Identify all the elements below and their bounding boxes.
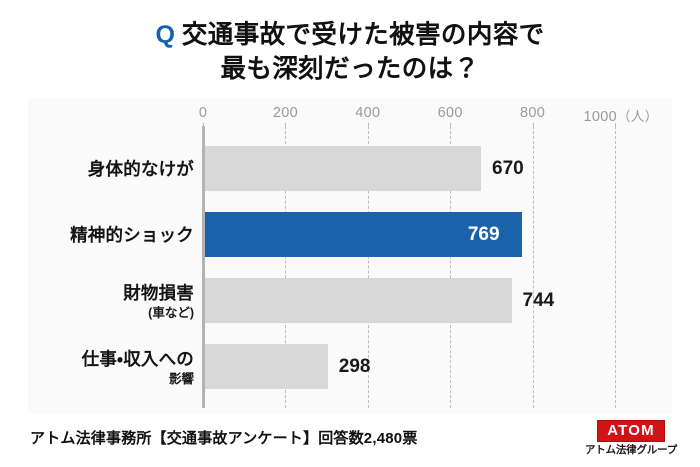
y-axis-line [202, 126, 205, 408]
x-axis-tick-mark [615, 123, 616, 128]
bar-category-label-main: 財物損害 [123, 283, 194, 303]
x-axis-tick-label: 0 [198, 105, 208, 121]
bar[interactable] [205, 146, 482, 191]
bar-category-label-sub: 影響 [168, 372, 194, 386]
bar-row: 精神的ショック 769 [28, 212, 672, 257]
bar-value-label: 744 [522, 290, 555, 311]
bar-category-label-main: 身体的なけが [87, 159, 194, 179]
title-line-2: 最も深刻だったのは？ [0, 52, 700, 86]
x-axis-unit-label: （人） [617, 109, 659, 124]
footer-source-note: アトム法律事務所【交通事故アンケート】回答数2,480票 [30, 430, 418, 447]
x-axis-tick-label: 1000（人） [583, 109, 659, 125]
x-axis-tick-mark [532, 123, 534, 128]
x-axis-tick-label: 800 [520, 105, 546, 121]
chart-gridline [450, 126, 452, 408]
bar-row: 仕事・収入への影響 298 [28, 344, 672, 389]
chart-gridline [532, 126, 535, 408]
atom-logo-subtitle: アトム法律グループ [584, 444, 678, 456]
bar[interactable] [205, 344, 328, 389]
bar-category-label: 仕事・収入への影響 [42, 347, 202, 387]
x-axis-tick-mark [203, 123, 204, 128]
x-axis-tick-label: 200 [272, 105, 298, 121]
bar-category-label: 身体的なけが [42, 157, 202, 181]
x-axis-tick-mark [367, 123, 369, 128]
title-text-line-2: 最も深刻だったのは？ [220, 55, 480, 83]
bar-value-label: 298 [338, 356, 371, 377]
x-axis-tick-label: 600 [437, 105, 463, 121]
x-axis-tick-label: 400 [355, 105, 381, 121]
title-text-line-1: 交通事故で受けた被害の内容で [181, 21, 545, 49]
chart-gridline [285, 126, 287, 408]
bar-category-label-main: 精神的ショック [70, 225, 194, 245]
bar-row: 身体的なけが 670 [28, 146, 672, 191]
chart-gridline [367, 126, 370, 408]
bar[interactable] [205, 278, 512, 323]
brand-logo: ATOM アトム法律グループ [580, 420, 682, 457]
bar-category-label: 財物損害 (車など) [42, 281, 202, 321]
page-title: Q 交通事故で受けた被害の内容で 最も深刻だったのは？ [0, 18, 700, 86]
chart-panel: 0 200 400 600 800 1000（人） 身体的なけが 670 精神的ショック 769… [28, 98, 672, 413]
atom-logo-mark: ATOM [597, 420, 665, 442]
bar-value-label: 769 [467, 224, 500, 245]
bar-row: 財物損害 (車など) 744 [28, 278, 672, 323]
bar-category-label: 精神的ショック [42, 223, 202, 247]
chart-gridline [615, 126, 617, 408]
bar-category-label-main: 仕事・収入への [81, 349, 194, 369]
bar-category-label-sub: (車など) [148, 306, 194, 320]
x-axis-tick-mark [285, 123, 287, 128]
bar-value-label: 670 [492, 158, 524, 179]
question-marker-icon: Q [155, 21, 175, 49]
title-line-1: Q 交通事故で受けた被害の内容で [0, 18, 700, 52]
bar[interactable] [205, 212, 522, 257]
x-axis-tick-mark [450, 123, 452, 128]
